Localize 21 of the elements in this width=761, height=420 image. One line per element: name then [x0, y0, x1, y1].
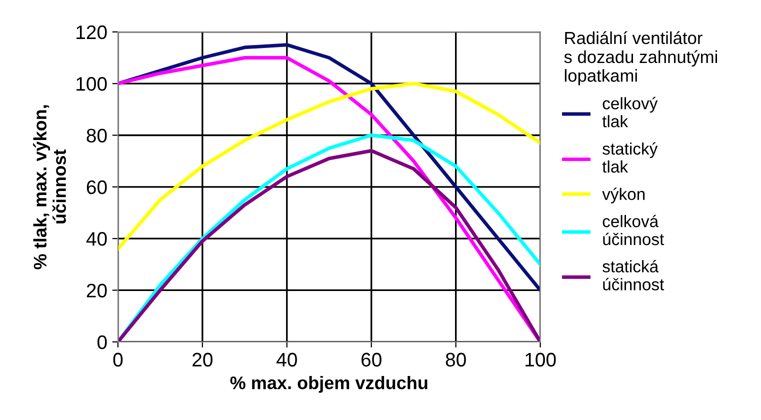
- y-tick-label: 100: [76, 77, 107, 91]
- x-tick-label: 40: [276, 352, 297, 367]
- x-tick-label: 80: [446, 352, 466, 367]
- y-tick-label: 60: [86, 180, 107, 194]
- legend-label: celkový tlak: [602, 96, 658, 128]
- x-tick-label: 20: [192, 352, 212, 367]
- legend-label: celková účinnost: [602, 214, 664, 246]
- legend-title: Radiální ventilátor s dozadu zahnutými lopatkami: [564, 31, 717, 86]
- legend-label: statická účinnost: [602, 260, 664, 290]
- x-tick-label: 100: [526, 352, 556, 367]
- x-axis-title: % max. objem vzduchu: [230, 376, 428, 393]
- y-tick-label: 120: [76, 25, 107, 40]
- x-tick-label: 60: [362, 352, 382, 367]
- y-tick-label: 40: [86, 232, 107, 246]
- legend-label: statický tlak: [602, 142, 658, 173]
- legend-label: výkon: [602, 188, 645, 204]
- y-tick-label: 20: [86, 284, 107, 298]
- y-tick-label: 80: [86, 128, 107, 142]
- y-tick-label: 0: [97, 335, 107, 350]
- x-tick-label: 0: [113, 352, 123, 367]
- y-axis-title: % tlak, max. výkon, účinnost: [33, 105, 66, 270]
